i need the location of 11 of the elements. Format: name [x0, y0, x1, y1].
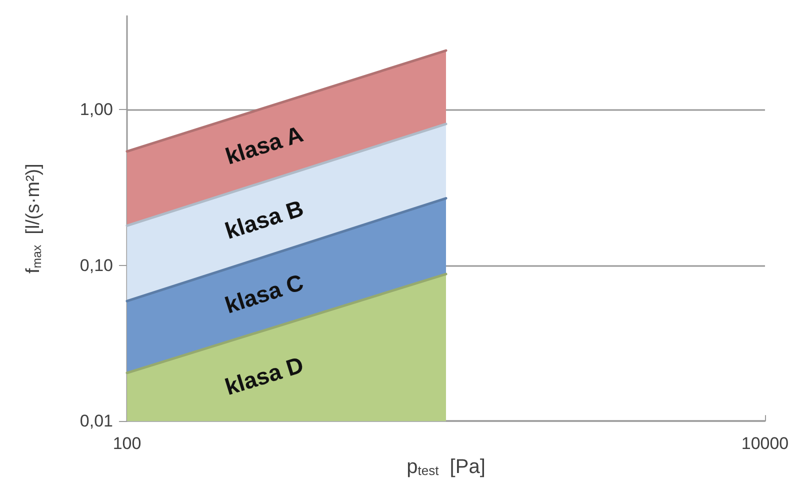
y-tick-label: 1,00 — [80, 100, 113, 120]
x-axis-title: ptest [Pa] — [406, 456, 486, 478]
x-tick-label: 100 — [112, 434, 142, 454]
series-label: klasa C — [222, 268, 306, 318]
series-label: klasa A — [222, 120, 306, 170]
y-tick-label: 0,10 — [80, 256, 113, 275]
y-axis-title: fmax [l/(s·m²)] — [23, 164, 44, 274]
y-tick-label: 0,01 — [80, 412, 113, 431]
x-tick-label: 10000 — [741, 434, 789, 454]
series-label: klasa B — [222, 194, 306, 244]
series-label: klasa D — [222, 351, 306, 400]
